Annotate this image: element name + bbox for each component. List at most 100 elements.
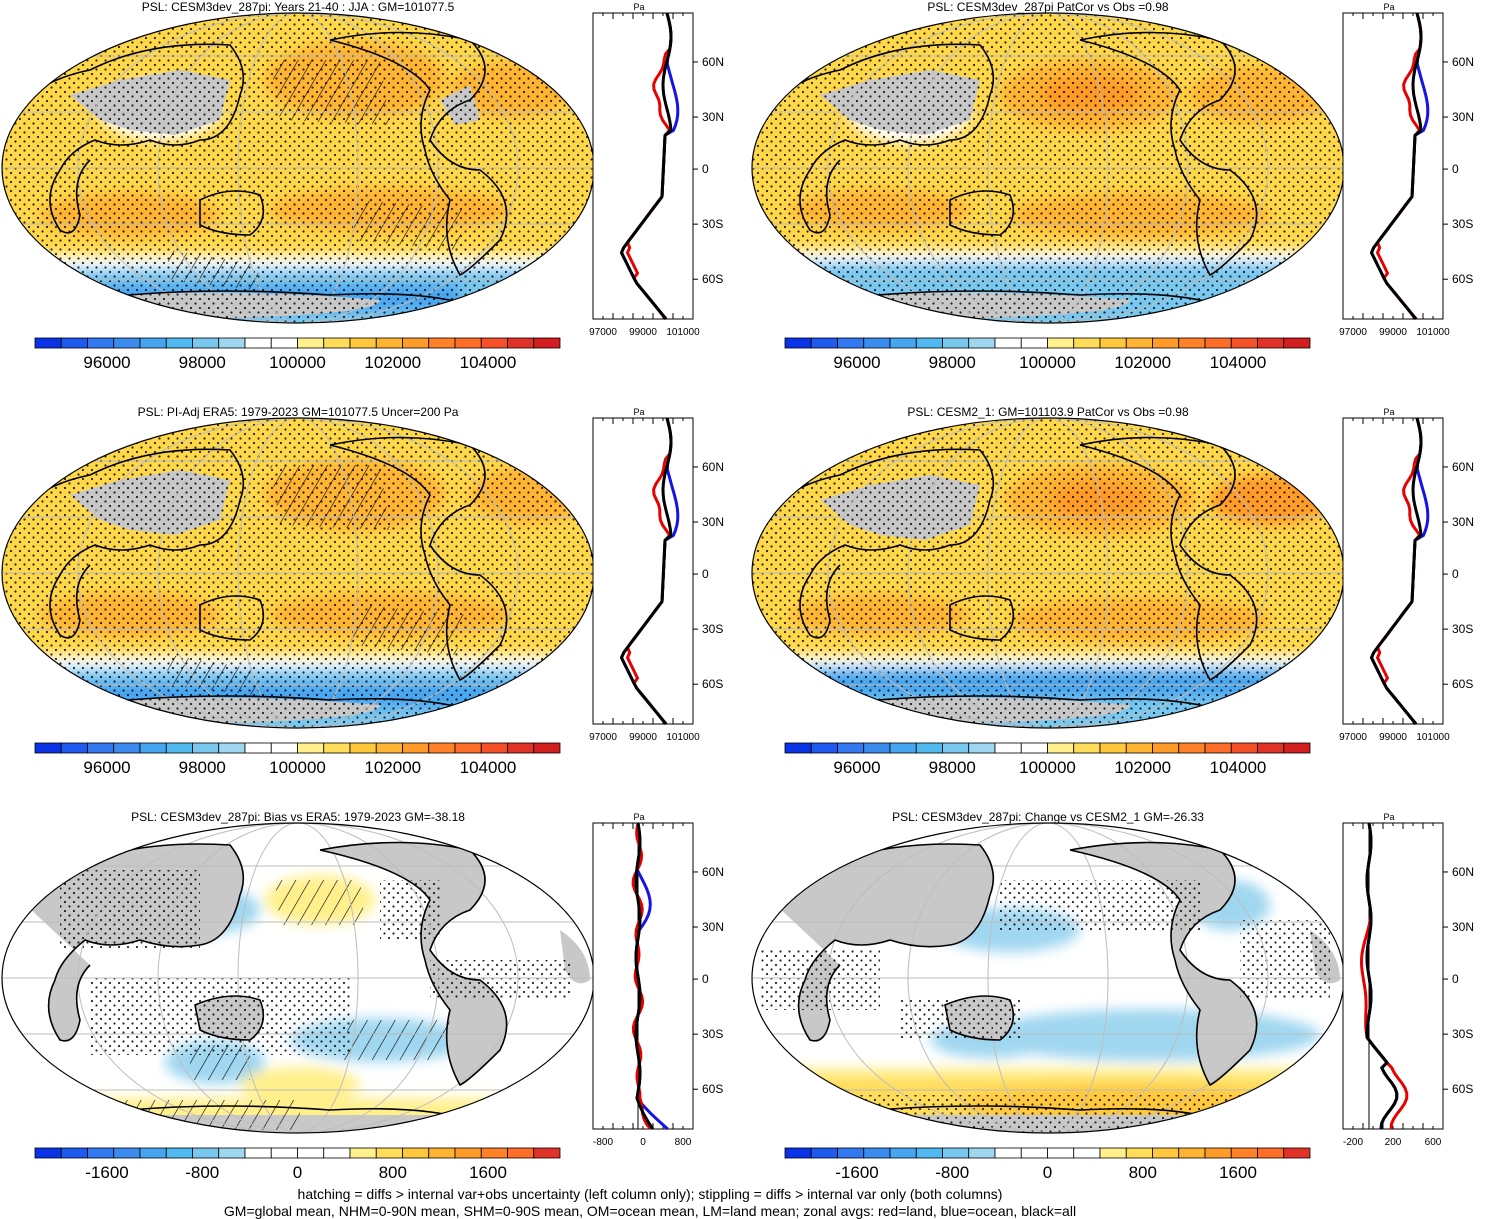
profile-xtick-label-101000: 101000	[666, 327, 700, 338]
lat-label-60N: 60N	[1452, 460, 1474, 474]
lat-label-0: 0	[702, 972, 709, 986]
colorbar-swatch	[270, 742, 298, 754]
colorbar-swatch	[192, 742, 220, 754]
colorbar-swatch	[1047, 1147, 1075, 1159]
colorbar-swatch	[837, 742, 865, 754]
colorbar-swatch	[428, 742, 456, 754]
colorbar-swatch	[1020, 742, 1048, 754]
colorbar-swatch	[297, 742, 325, 754]
colorbar-tick-label-800: 800	[1129, 1163, 1157, 1182]
colorbar-swatch	[533, 337, 561, 349]
lat-label-60S: 60S	[1452, 677, 1473, 691]
colorbar-swatch	[428, 1147, 456, 1159]
profile-xtick-label-101000: 101000	[1416, 327, 1450, 338]
map-6-graticule	[752, 823, 1344, 1133]
colorbar-swatch	[942, 742, 970, 754]
colorbar-tick-label-0: 0	[1043, 1163, 1052, 1182]
lat-label-60N: 60N	[702, 460, 724, 474]
panel-4	[751, 417, 1345, 729]
footer-note-2: GM=global mean, NHM=0-90N mean, SHM=0-90…	[223, 1203, 1077, 1219]
colorbar-tick-label--1600: -1600	[85, 1163, 128, 1182]
colorbar-swatch	[863, 337, 891, 349]
colorbar-tick-label--800: -800	[185, 1163, 219, 1182]
colorbar-swatch	[1283, 1147, 1311, 1159]
lat-label-60N: 60N	[1452, 865, 1474, 879]
colorbar-swatch	[323, 1147, 351, 1159]
colorbar-swatch	[139, 742, 167, 754]
profile-xtick-label--200: -200	[1343, 1137, 1363, 1148]
colorbar-swatch	[375, 1147, 403, 1159]
profile-xtick-label-101000: 101000	[666, 732, 700, 743]
colorbar-tick-label-98000: 98000	[179, 353, 226, 372]
colorbar-swatch	[297, 1147, 325, 1159]
panel-6-title: PSL: CESM3dev_287pi: Change vs CESM2_1 G…	[892, 810, 1204, 824]
colorbar-tick-label-104000: 104000	[1210, 758, 1267, 777]
map-3-field	[2, 418, 594, 728]
colorbar-swatch	[454, 742, 482, 754]
panel-1-title: PSL: CESM3dev_287pi: Years 21-40 : JJA :…	[141, 0, 455, 14]
colorbar-swatch	[1073, 337, 1101, 349]
colorbar-swatch	[139, 1147, 167, 1159]
colorbar-swatch	[863, 742, 891, 754]
lat-label-0: 0	[1452, 567, 1459, 581]
colorbar-tick-label-102000: 102000	[1114, 758, 1171, 777]
lat-label-30N: 30N	[1452, 515, 1474, 529]
zonal-avg-all-line	[620, 417, 673, 725]
colorbar-tick-label-96000: 96000	[833, 758, 880, 777]
profiles-and-colorbars: Pa 60N 30N 0 30S 60S 97000 99000 101000 96000 9800…	[34, 2, 1474, 1182]
colorbar-tick-label-100000: 100000	[269, 353, 326, 372]
panel-4-title: PSL: CESM2_1: GM=101103.9 PatCor vs Obs …	[907, 405, 1189, 419]
lat-label-0: 0	[1452, 972, 1459, 986]
profile-frame	[592, 417, 694, 725]
profile-xtick-label-97000: 97000	[1339, 327, 1367, 338]
profile-plot-1: Pa 60N 30N 0 30S 60S 97000 99000 101000	[589, 2, 724, 338]
profile-frame	[1342, 417, 1444, 725]
colorbar-swatch	[837, 1147, 865, 1159]
map-1-coastlines	[14, 31, 508, 306]
lat-label-60S: 60S	[702, 677, 723, 691]
colorbar-tick-label-1600: 1600	[1219, 1163, 1257, 1182]
colorbar-swatch	[1099, 742, 1127, 754]
colorbar-swatch	[192, 337, 220, 349]
colorbar-tick-label-98000: 98000	[179, 758, 226, 777]
colorbar-swatch	[218, 742, 246, 754]
colorbar-swatch	[402, 742, 430, 754]
lat-label-30N: 30N	[702, 110, 724, 124]
colorbar-tick-label-0: 0	[293, 1163, 302, 1182]
lat-label-60S: 60S	[702, 272, 723, 286]
colorbar-swatch	[507, 742, 535, 754]
colorbar-swatch	[1020, 337, 1048, 349]
colorbar-swatch	[60, 337, 88, 349]
colorbar-swatch	[165, 742, 193, 754]
colorbar-swatch	[915, 337, 943, 349]
lat-label-60S: 60S	[1452, 1082, 1473, 1096]
colorbar-swatch	[60, 742, 88, 754]
lat-label-60N: 60N	[702, 55, 724, 69]
profile-xtick-label-97000: 97000	[1339, 732, 1367, 743]
colorbar-swatch	[1230, 1147, 1258, 1159]
colorbar-swatch	[454, 337, 482, 349]
colorbar-swatch	[402, 337, 430, 349]
map-4-coastlines	[764, 436, 1258, 711]
colorbar-swatch	[428, 337, 456, 349]
panel-2	[751, 12, 1345, 324]
profile-xtick-label-0: 0	[640, 1137, 646, 1148]
colorbar-tick-label-96000: 96000	[83, 758, 130, 777]
colorbar-swatch	[349, 1147, 377, 1159]
colorbar-swatch	[784, 1147, 812, 1159]
colorbar-tick-label-98000: 98000	[929, 758, 976, 777]
profile-frame	[592, 12, 694, 320]
colorbar-swatch	[113, 1147, 141, 1159]
colorbar-swatch	[87, 1147, 115, 1159]
colorbar-swatch	[507, 337, 535, 349]
colorbar-swatch	[87, 337, 115, 349]
colorbar-swatch	[810, 742, 838, 754]
lat-label-0: 0	[702, 162, 709, 176]
colorbar-6: -1600 -800 0 800 1600	[784, 1147, 1311, 1182]
colorbar-swatch	[1073, 742, 1101, 754]
map-5-graticule	[2, 823, 594, 1133]
colorbar-swatch	[968, 742, 996, 754]
colorbar-swatch	[889, 742, 917, 754]
figure-canvas: Pa 60N 30N 0 30S 60S 97000 99000 101000 96000 9800…	[1, 2, 1474, 1182]
colorbar-swatch	[1125, 337, 1153, 349]
